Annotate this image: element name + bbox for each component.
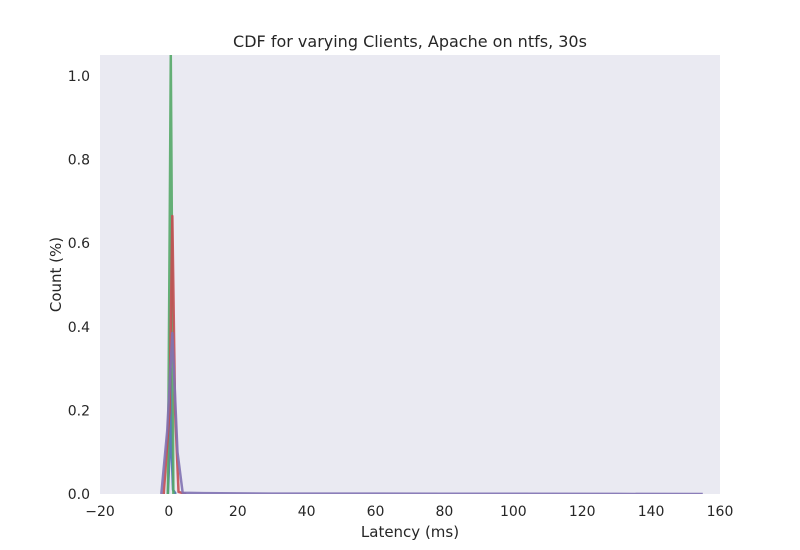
x-tick-label: 60 xyxy=(367,504,385,520)
series-line-4 xyxy=(160,331,703,494)
y-tick-label: 0.4 xyxy=(68,320,90,336)
x-tick-label: 0 xyxy=(164,504,173,520)
x-tick-label: 40 xyxy=(298,504,316,520)
series-line-2 xyxy=(166,55,175,494)
y-tick-label: 0.2 xyxy=(68,403,90,419)
x-tick-label: 120 xyxy=(569,504,596,520)
chart-title: CDF for varying Clients, Apache on ntfs,… xyxy=(233,32,587,51)
plot-background xyxy=(100,55,720,494)
y-tick-label: 0.0 xyxy=(68,487,90,503)
y-tick-label: 0.8 xyxy=(68,153,90,169)
x-axis-label: Latency (ms) xyxy=(361,523,459,541)
y-axis-label: Count (%) xyxy=(47,237,65,312)
x-tick-label: 80 xyxy=(436,504,454,520)
x-tick-label: 160 xyxy=(707,504,734,520)
y-tick-label: 0.6 xyxy=(68,236,90,252)
y-tick-labels: 0.0 0.2 0.4 0.6 0.8 1.0 xyxy=(68,69,90,503)
series-layer xyxy=(160,55,703,494)
x-tick-labels: −20 0 20 40 60 80 100 120 140 160 xyxy=(85,504,733,520)
y-tick-label: 1.0 xyxy=(68,69,90,85)
x-tick-label: 140 xyxy=(638,504,665,520)
x-tick-label: 20 xyxy=(229,504,247,520)
x-tick-label: 100 xyxy=(500,504,527,520)
x-tick-label: −20 xyxy=(85,504,115,520)
